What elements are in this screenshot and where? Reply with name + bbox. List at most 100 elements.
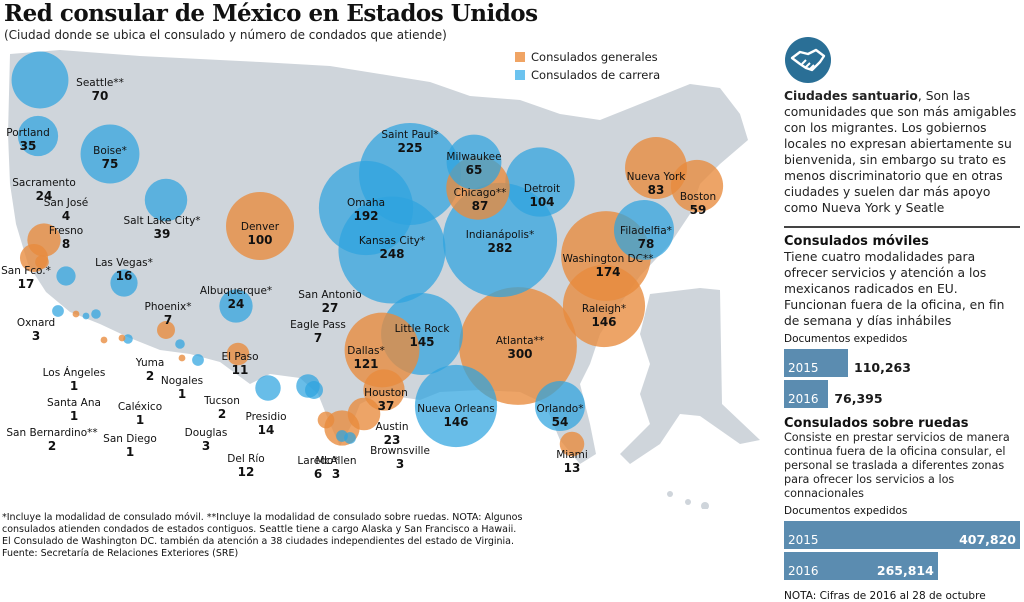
consulate-bubble (80, 124, 140, 184)
city-label: Denver (241, 221, 280, 233)
consulate-bubble (17, 115, 59, 157)
county-count: 24 (228, 297, 245, 311)
consulate-bubble (535, 381, 585, 431)
county-count: 78 (638, 237, 655, 251)
city-label: Nueva York (627, 171, 687, 183)
city-label: Houston (364, 387, 408, 399)
consulate-bubble (505, 147, 575, 217)
consulate-bubble (178, 354, 186, 362)
city-label: San José (44, 197, 89, 209)
county-count: 59 (690, 203, 707, 217)
county-count: 70 (92, 89, 109, 103)
docs-label: Documentos expedidos (784, 505, 908, 517)
bar: 2016 265,814 (784, 552, 938, 580)
county-count: 37 (378, 399, 395, 413)
county-count: 3 (396, 457, 404, 471)
county-count: 24 (36, 189, 53, 203)
city-label: Seattle** (76, 77, 124, 89)
city-label: Boston (680, 191, 716, 203)
consulate-bubble (144, 178, 188, 222)
city-label: McAllen (316, 455, 357, 467)
legend-item-carrera: Consulados de carrera (515, 68, 660, 82)
consulate-bubble (123, 334, 133, 344)
consulate-bubble (72, 310, 80, 318)
consulate-bubble (100, 336, 108, 344)
city-label: Los Ángeles (43, 366, 106, 379)
county-count: 2 (146, 369, 154, 383)
bar-row: 2015 110,263 (784, 349, 1020, 377)
county-count: 225 (397, 141, 422, 155)
consulate-bubble (219, 289, 253, 323)
county-count: 248 (379, 247, 404, 261)
county-count: 4 (62, 209, 70, 223)
alaska-landmass (620, 288, 760, 464)
consulate-bubble (56, 266, 76, 286)
county-count: 145 (409, 335, 434, 349)
county-count: 1 (178, 387, 186, 401)
moviles-text: Tiene cuatro modalidades para ofrecer se… (784, 250, 1005, 328)
consulate-bubble (344, 312, 420, 388)
handshake-icon (785, 37, 831, 83)
city-label: Kansas City* (359, 235, 425, 247)
county-count: 14 (258, 423, 275, 437)
ruedas-text: Consiste en prestar servicios de manera … (784, 431, 1010, 500)
county-count: 87 (472, 199, 489, 213)
city-label: Atlanta** (496, 335, 544, 347)
county-count: 174 (595, 265, 620, 279)
city-label: Laredo* (297, 455, 338, 467)
city-label: Las Vegas* (95, 257, 153, 269)
consulate-bubble (459, 287, 577, 405)
city-label: Omaha (347, 197, 385, 209)
bar-year: 2015 (788, 361, 819, 375)
page-subtitle: (Ciudad donde se ubica el consulado y nú… (4, 28, 447, 42)
city-label: Sacramento (12, 177, 76, 189)
consulate-bubble (670, 159, 724, 213)
consulate-bubble (118, 334, 126, 342)
city-label: Milwaukee (446, 151, 501, 163)
city-label: Little Rock (395, 323, 451, 335)
bar: 2016 (784, 380, 829, 408)
consulate-bubble (414, 364, 498, 448)
city-label: Albuquerque* (200, 285, 272, 297)
county-count: 8 (62, 237, 70, 251)
consulate-bubble (11, 51, 69, 109)
county-count: 1 (126, 445, 134, 459)
consulate-bubble (226, 192, 294, 260)
city-label: Miami (556, 449, 588, 461)
bar: 2015 407,820 (784, 521, 1020, 549)
county-count: 2 (218, 407, 226, 421)
consulate-bubble (35, 255, 49, 269)
bar-row: 2015 407,820 (784, 521, 1020, 549)
consulate-bubble (91, 309, 101, 319)
consulate-bubble (613, 199, 675, 261)
consulate-bubble (363, 369, 405, 411)
bar-row: 2016 76,395 (784, 380, 1020, 408)
bar: 2015 (784, 349, 848, 377)
county-count: 300 (507, 347, 532, 361)
city-label: Nogales (161, 375, 203, 387)
county-count: 12 (238, 465, 255, 479)
county-count: 1 (136, 413, 144, 427)
date-note: NOTA: Cifras de 2016 al 28 de octubre (784, 590, 986, 602)
city-label: El Paso (221, 351, 258, 363)
county-count: 27 (322, 301, 339, 315)
city-label: San Diego (103, 433, 157, 445)
footnote: *Incluye la modalidad de consulado móvil… (2, 512, 523, 535)
consulate-bubble (347, 397, 381, 431)
county-count: 35 (20, 139, 37, 153)
city-label: San Antonio (298, 289, 361, 301)
city-label: Yuma (135, 357, 165, 369)
bar-year: 2016 (788, 392, 819, 406)
consulate-bubble (562, 264, 646, 348)
city-label: San Bernardino** (6, 427, 97, 439)
hawaii-landmass (667, 491, 709, 509)
page-title: Red consular de México en Estados Unidos (4, 0, 538, 27)
city-label: Raleigh* (582, 303, 626, 315)
consulate-bubble (559, 431, 585, 457)
city-label: Nueva Orleans (417, 403, 494, 415)
county-count: 3 (32, 329, 40, 343)
consulate-bubble (175, 339, 185, 349)
bar-year: 2016 (788, 564, 819, 578)
county-count: 13 (564, 461, 581, 475)
